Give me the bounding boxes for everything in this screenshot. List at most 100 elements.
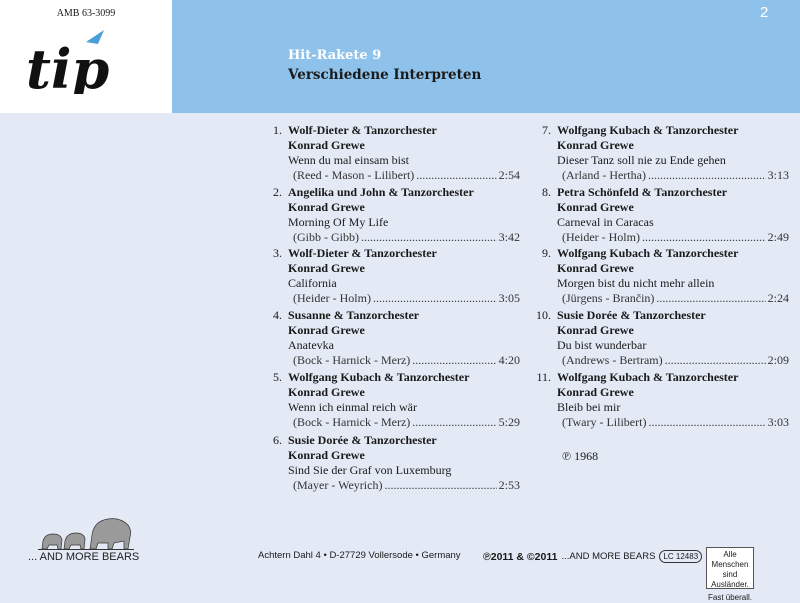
- track-number: 10.: [536, 308, 551, 322]
- track-duration: 3:05: [498, 291, 520, 305]
- track-duration: 2:49: [767, 230, 789, 244]
- slogan-box: Alle Menschen sind Ausländer. Fast übera…: [706, 547, 754, 602]
- track-orchestra: Konrad Grewe: [557, 200, 634, 214]
- label-address: Achtern Dahl 4 • D-27729 Vollersode • Ge…: [258, 550, 461, 561]
- track-credits: (Bock - Harnick - Merz): [293, 353, 411, 367]
- track-item: 10. Susie Dorée & Tanzorchester Konrad Gre…: [536, 308, 789, 368]
- track-credits: (Heider - Holm): [293, 291, 371, 305]
- track-artist: Wolfgang Kubach & Tanzorchester: [557, 123, 739, 137]
- track-number: 4.: [273, 308, 282, 322]
- track-number: 7.: [542, 123, 551, 137]
- track-duration: 3:03: [767, 415, 789, 429]
- track-duration: 4:20: [498, 353, 520, 367]
- track-number: 3.: [273, 246, 282, 260]
- track-title: Morning Of My Life: [288, 215, 389, 229]
- track-duration: 2:53: [498, 478, 520, 492]
- track-title: Sind Sie der Graf von Luxemburg: [288, 463, 452, 477]
- track-item: 1. Wolf-Dieter & Tanzorchester Konrad Grew…: [273, 123, 520, 183]
- track-orchestra: Konrad Grewe: [557, 261, 634, 275]
- copyright-line: ℗2011 & ©2011 ...AND MORE BEARS LC 12483: [483, 550, 703, 563]
- track-credits: (Reed - Mason - Lilibert): [293, 168, 415, 182]
- track-number: 6.: [273, 433, 282, 447]
- dot-leader: [648, 168, 766, 183]
- track-item: 2. Angelika und John & Tanzorchester Konra…: [273, 185, 520, 245]
- track-title: Morgen bist du nicht mehr allein: [557, 276, 715, 290]
- track-orchestra: Konrad Grewe: [288, 385, 365, 399]
- dot-leader: [642, 230, 766, 245]
- track-credits: (Mayer - Weyrich): [293, 478, 383, 492]
- track-item: 5. Wolfgang Kubach & Tanzorchester Konrad …: [273, 370, 520, 430]
- dot-leader: [416, 168, 496, 183]
- track-artist: Wolf-Dieter & Tanzorchester: [288, 246, 437, 260]
- track-item: 9. Wolfgang Kubach & Tanzorchester Konrad …: [542, 246, 789, 306]
- page-number: 2: [760, 4, 769, 21]
- track-title: California: [288, 276, 337, 290]
- track-credits: (Heider - Holm): [562, 230, 640, 244]
- track-item: 8. Petra Schönfeld & Tanzorchester Konrad …: [542, 185, 789, 245]
- track-artist: Wolf-Dieter & Tanzorchester: [288, 123, 437, 137]
- track-number: 8.: [542, 185, 551, 199]
- track-orchestra: Konrad Grewe: [288, 138, 365, 152]
- dot-leader: [648, 415, 765, 430]
- album-subtitle: Verschiedene Interpreten: [288, 67, 482, 83]
- dot-leader: [665, 353, 766, 368]
- track-duration: 5:29: [498, 415, 520, 429]
- bears-logo: [38, 518, 134, 550]
- track-orchestra: Konrad Grewe: [288, 323, 365, 337]
- track-duration: 3:42: [498, 230, 520, 244]
- track-artist: Wolfgang Kubach & Tanzorchester: [288, 370, 470, 384]
- dot-leader: [373, 291, 497, 306]
- track-artist: Wolfgang Kubach & Tanzorchester: [557, 246, 739, 260]
- track-title: Wenn du mal einsam bist: [288, 153, 410, 167]
- track-orchestra: Konrad Grewe: [557, 138, 634, 152]
- track-number: 5.: [273, 370, 282, 384]
- dot-leader: [656, 291, 765, 306]
- track-item: 4. Susanne & Tanzorchester Konrad Grewe Ana…: [273, 308, 520, 368]
- copyright-years: ℗2011 & ©2011: [483, 550, 558, 563]
- track-title: Wenn ich einmal reich wär: [288, 400, 417, 414]
- track-credits: (Andrews - Bertram): [562, 353, 663, 367]
- track-credits: (Twary - Lilibert): [562, 415, 647, 429]
- catalog-number: AMB 63-3099: [56, 8, 116, 19]
- track-number: 11.: [536, 370, 551, 384]
- slogan-line: Alle Menschen: [711, 550, 749, 569]
- phonogram-year: ℗ 1968: [562, 449, 599, 463]
- track-title: Dieser Tanz soll nie zu Ende gehen: [557, 153, 726, 167]
- lc-code: 12483: [675, 552, 699, 561]
- dot-leader: [384, 478, 496, 493]
- track-number: 2.: [273, 185, 282, 199]
- copyright-label: ...AND MORE BEARS: [561, 551, 656, 562]
- dot-leader: [412, 353, 496, 368]
- track-credits: (Jürgens - Brančin): [562, 291, 655, 305]
- track-credits: (Gibb - Gibb): [293, 230, 359, 244]
- slogan-line: Fast überall.: [707, 593, 753, 602]
- track-duration: 3:13: [767, 168, 789, 182]
- track-title: Du bist wunderbar: [557, 338, 647, 352]
- track-number: 1.: [273, 123, 282, 137]
- track-duration: 2:24: [767, 291, 789, 305]
- label-code-badge: LC 12483: [659, 550, 703, 563]
- track-artist: Susie Dorée & Tanzorchester: [557, 308, 706, 322]
- track-duration: 2:54: [498, 168, 520, 182]
- track-artist: Angelika und John & Tanzorchester: [288, 185, 474, 199]
- slogan-line: sind Ausländer.: [711, 570, 749, 589]
- track-artist: Petra Schönfeld & Tanzorchester: [557, 185, 728, 199]
- track-duration: 2:09: [767, 353, 789, 367]
- track-artist: Susanne & Tanzorchester: [288, 308, 420, 322]
- track-title: Carneval in Caracas: [557, 215, 654, 229]
- track-title: Bleib bei mir: [557, 400, 621, 414]
- track-orchestra: Konrad Grewe: [557, 323, 634, 337]
- track-orchestra: Konrad Grewe: [288, 261, 365, 275]
- track-number: 9.: [542, 246, 551, 260]
- track-artist: Susie Dorée & Tanzorchester: [288, 433, 437, 447]
- svg-text:tip: tip: [26, 37, 109, 94]
- label-name: ... AND MORE BEARS: [28, 551, 140, 563]
- tip-logo: tip: [26, 30, 109, 94]
- dot-leader: [412, 415, 496, 430]
- track-item: 3. Wolf-Dieter & Tanzorchester Konrad Grew…: [273, 246, 520, 306]
- track-item: 11. Wolfgang Kubach & Tanzorchester Konrad…: [536, 370, 789, 430]
- track-item: 6. Susie Dorée & Tanzorchester Konrad Grew…: [273, 433, 520, 493]
- logo-panel: AMB 63-3099 tip: [0, 0, 172, 113]
- album-title: Hit-Rakete 9: [288, 48, 382, 63]
- track-orchestra: Konrad Grewe: [557, 385, 634, 399]
